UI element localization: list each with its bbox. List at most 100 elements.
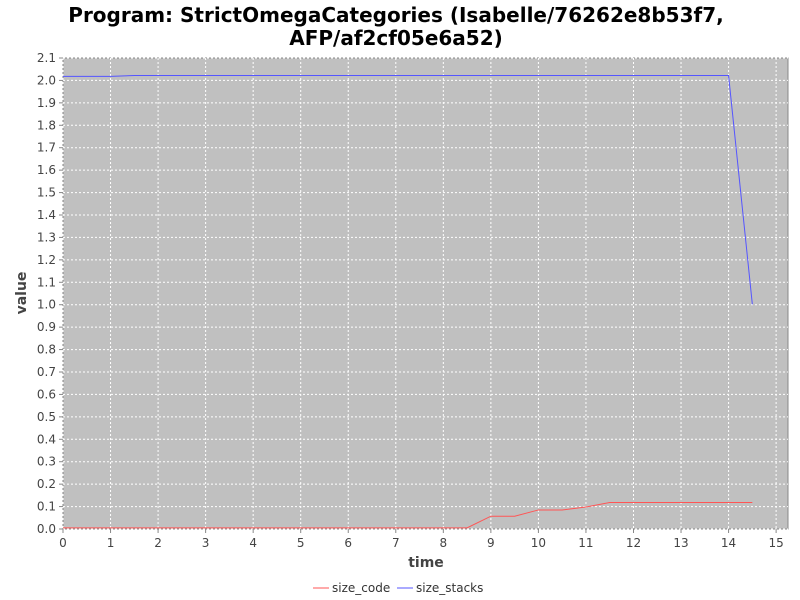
- y-tick-label: 0.3: [37, 455, 56, 469]
- y-tick-label: 0.5: [37, 410, 56, 424]
- data-point-size-stacks: [514, 75, 515, 76]
- data-point-size-stacks: [371, 75, 372, 76]
- y-tick-label: 2.0: [37, 73, 56, 87]
- series-line-size-code: [63, 502, 753, 529]
- data-point-size-stacks: [395, 75, 396, 76]
- data-point-size-code: [86, 527, 87, 528]
- legend-label-size-stacks: size_stacks: [416, 581, 483, 595]
- data-point-size-code: [205, 527, 206, 528]
- data-point-size-stacks: [229, 75, 230, 76]
- data-point-size-stacks: [86, 76, 87, 77]
- x-tick-label: 5: [297, 536, 305, 550]
- data-point-size-code: [134, 527, 135, 528]
- data-point-size-stacks: [348, 75, 349, 76]
- data-point-size-code: [514, 516, 515, 517]
- y-tick-label: 1.9: [37, 96, 56, 110]
- data-point-size-code: [276, 527, 277, 528]
- data-point-size-code: [633, 502, 634, 503]
- y-tick-label: 0.9: [37, 320, 56, 334]
- y-tick-label: 1.3: [37, 230, 56, 244]
- data-point-size-code: [229, 527, 230, 528]
- y-tick-label: 1.5: [37, 186, 56, 200]
- y-tick-label: 1.0: [37, 298, 56, 312]
- data-point-size-code: [728, 502, 729, 503]
- x-tick-label: 7: [392, 536, 400, 550]
- data-point-size-code: [538, 509, 539, 510]
- x-tick-label: 4: [249, 536, 257, 550]
- data-point-size-code: [467, 527, 468, 528]
- y-axis-label: value: [14, 272, 30, 315]
- legend-label-size-code: size_code: [332, 581, 390, 595]
- x-tick-label: 3: [202, 536, 210, 550]
- x-tick-label: 6: [344, 536, 352, 550]
- y-tick-label: 0.2: [37, 477, 56, 491]
- data-point-size-stacks: [585, 75, 586, 76]
- chart-title-line-1: Program: StrictOmegaCategories (Isabelle…: [68, 3, 723, 27]
- y-axis: 0.0 0.1 0.2 0.3 0.4 0.5 0.6 0.7 0.8 0.9 1.0 1.1 1.2 1…: [37, 51, 63, 536]
- data-point-size-code: [490, 516, 491, 517]
- data-point-size-stacks: [205, 75, 206, 76]
- data-point-size-stacks: [134, 75, 135, 76]
- data-point-size-stacks: [300, 75, 301, 76]
- data-point-size-code: [395, 527, 396, 528]
- data-point-size-stacks: [276, 75, 277, 76]
- data-point-size-stacks: [680, 75, 681, 76]
- x-tick-label: 14: [721, 536, 736, 550]
- data-point-size-code: [419, 527, 420, 528]
- x-tick-label: 8: [440, 536, 448, 550]
- data-point-size-stacks: [110, 76, 111, 77]
- x-tick-label: 10: [531, 536, 546, 550]
- y-tick-label: 0.7: [37, 365, 56, 379]
- data-point-size-code: [181, 527, 182, 528]
- data-point-size-code: [657, 502, 658, 503]
- y-tick-label: 0.0: [37, 522, 56, 536]
- series-line-size-stacks: [63, 74, 753, 305]
- data-point-size-code: [680, 502, 681, 503]
- data-point-size-stacks: [538, 75, 539, 76]
- x-tick-label: 1: [107, 536, 115, 550]
- x-tick-label: 15: [768, 536, 783, 550]
- plot-area: [62, 57, 789, 530]
- y-tick-label: 1.8: [37, 118, 56, 132]
- y-tick-label: 0.8: [37, 343, 56, 357]
- x-tick-label: 0: [59, 536, 67, 550]
- data-point-size-stacks: [728, 75, 729, 76]
- data-point-size-code: [324, 527, 325, 528]
- data-point-size-stacks: [752, 304, 753, 305]
- y-tick-label: 1.6: [37, 163, 56, 177]
- data-point-size-code: [609, 502, 610, 503]
- data-point-size-stacks: [253, 75, 254, 76]
- data-point-size-stacks: [562, 75, 563, 76]
- data-point-size-code: [348, 527, 349, 528]
- y-tick-label: 1.4: [37, 208, 56, 222]
- data-point-size-code: [62, 527, 63, 528]
- y-tick-label: 1.7: [37, 141, 56, 155]
- x-tick-label: 12: [626, 536, 641, 550]
- x-tick-label: 11: [578, 536, 593, 550]
- data-point-size-code: [371, 527, 372, 528]
- data-point-size-stacks: [324, 75, 325, 76]
- x-tick-label: 9: [487, 536, 495, 550]
- data-point-size-stacks: [419, 75, 420, 76]
- y-tick-label: 1.2: [37, 253, 56, 267]
- x-axis-label: time: [408, 555, 444, 571]
- y-tick-label: 0.6: [37, 387, 56, 401]
- x-axis: 0 1 2 3 4 5 6 7 8 9 10 11 12 13 14 15: [59, 529, 784, 550]
- data-point-size-stacks: [657, 75, 658, 76]
- y-tick-label: 2.1: [37, 51, 56, 65]
- y-tick-label: 0.1: [37, 500, 56, 514]
- data-point-size-code: [110, 527, 111, 528]
- data-point-size-stacks: [443, 75, 444, 76]
- data-point-size-stacks: [704, 75, 705, 76]
- data-point-size-code: [704, 502, 705, 503]
- data-point-size-code: [443, 527, 444, 528]
- data-point-size-stacks: [609, 75, 610, 76]
- y-tick-label: 1.1: [37, 275, 56, 289]
- chart-title-line-2: AFP/af2cf05e6a52): [289, 26, 503, 50]
- data-point-size-code: [752, 502, 753, 503]
- data-point-size-stacks: [62, 76, 63, 77]
- data-point-size-stacks: [633, 75, 634, 76]
- data-point-size-stacks: [490, 75, 491, 76]
